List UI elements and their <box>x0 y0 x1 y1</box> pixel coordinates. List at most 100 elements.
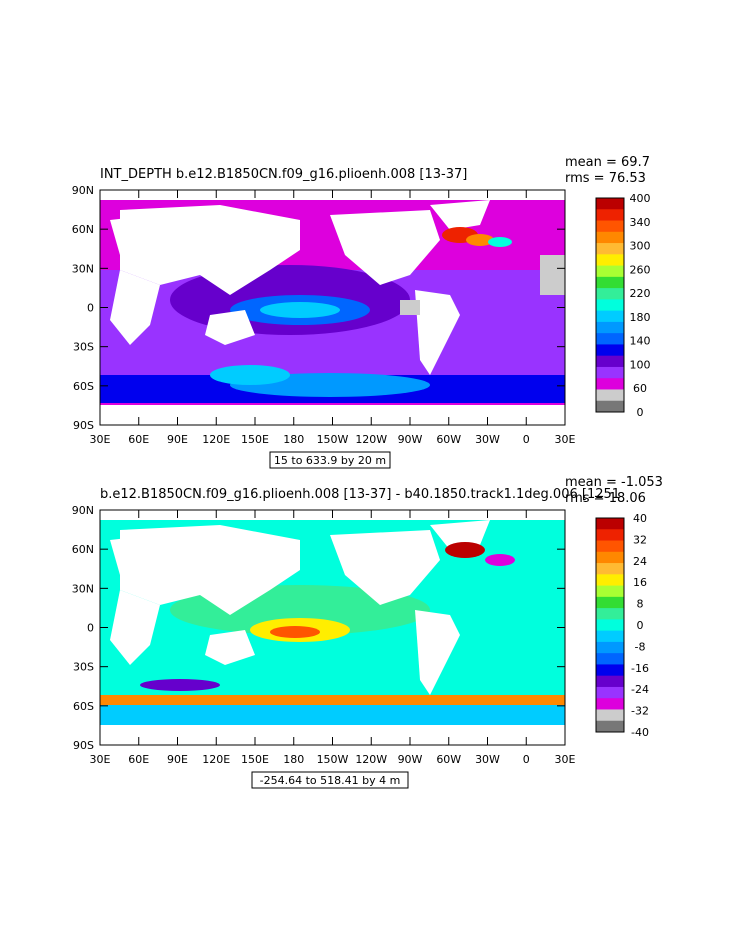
lon-label: 60W <box>436 753 461 766</box>
colorbar-swatch <box>596 344 624 357</box>
colorbar-label: 24 <box>633 555 647 568</box>
colorbar-swatch <box>596 518 624 530</box>
colorbar-swatch <box>596 265 624 278</box>
info-box <box>269 451 391 469</box>
land-south-america <box>415 290 460 375</box>
colorbar-swatch <box>596 619 624 632</box>
lat-label: 90S <box>73 419 94 432</box>
colorbar-swatch <box>596 288 624 300</box>
lon-label: 60E <box>128 753 149 766</box>
lon-axis: 30E 60E 90E 120E 150E 180 150W 120W 90W 60W 30W 0 30… <box>90 190 576 446</box>
lon-label: 30E <box>90 753 111 766</box>
lon-label: 120E <box>202 433 230 446</box>
lat-label: 30S <box>73 661 94 674</box>
stat-rms: rms = 18.06 <box>565 491 646 506</box>
colorbar-label: 180 <box>630 311 651 324</box>
lat-label: 30S <box>73 341 94 354</box>
colorbar-swatch <box>596 366 624 379</box>
colorbar-label: -16 <box>631 662 649 675</box>
colorbar-swatch <box>596 641 624 654</box>
colorbar-label: 340 <box>630 216 651 229</box>
map-svg-top: INT_DEPTH b.e12.B1850CN.f09_g16.plioenh.… <box>72 155 651 469</box>
stat-mean: mean = -1.053 <box>565 475 663 490</box>
lon-axis: 30E 60E 90E 120E 150E 180 150W 120W 90W 60W 30W 0 30… <box>90 510 576 766</box>
map-title: b.e12.B1850CN.f09_g16.plioenh.008 [13-37… <box>100 487 620 502</box>
colorbar-label: 260 <box>630 263 651 276</box>
lon-label: 150E <box>241 433 269 446</box>
colorbar: 400 340 300 260 220 180 140 100 60 0 <box>595 192 651 419</box>
land-australia <box>205 310 255 345</box>
lon-label: 90E <box>167 433 188 446</box>
map-field <box>100 190 565 425</box>
colorbar-swatch <box>596 220 624 233</box>
colorbar-label: -8 <box>635 640 646 653</box>
colorbar-swatch <box>596 276 624 289</box>
colorbar-swatch <box>596 310 624 323</box>
colorbar-swatch <box>596 574 624 587</box>
lon-label: 60W <box>436 433 461 446</box>
colorbar-swatch <box>596 686 624 699</box>
colorbar-swatch <box>596 231 624 244</box>
colorbar-swatch <box>596 333 624 345</box>
lon-label: 0 <box>523 433 530 446</box>
colorbar-label: -40 <box>631 726 649 739</box>
colorbar-frame <box>595 517 625 733</box>
colorbar-swatch <box>596 389 624 402</box>
colorbar-swatch <box>596 400 624 413</box>
colorbar-swatch <box>596 198 624 210</box>
lon-label: 0 <box>523 753 530 766</box>
map-svg-bottom: b.e12.B1850CN.f09_g16.plioenh.008 [13-37… <box>72 475 663 789</box>
colorbar-swatch <box>596 664 624 677</box>
lon-label: 30W <box>475 753 500 766</box>
info-box-text: -254.64 to 518.41 by 4 m <box>260 774 401 787</box>
colorbar-swatch <box>596 675 624 688</box>
colorbar: 40 32 24 16 8 0 -8 -16 -24 -32 -40 <box>595 512 649 739</box>
colorbar-frame <box>595 197 625 413</box>
lon-label: 120E <box>202 753 230 766</box>
colorbar-label: 300 <box>630 240 651 253</box>
lon-label: 150W <box>317 753 349 766</box>
lon-label: 30E <box>555 753 576 766</box>
lon-label: 120W <box>355 433 387 446</box>
lon-label: 30E <box>555 433 576 446</box>
info-box <box>251 771 409 789</box>
colorbar-label: -24 <box>631 683 649 696</box>
lon-label: 30E <box>90 433 111 446</box>
lat-label: 60N <box>72 543 94 556</box>
map-panel-bottom: b.e12.B1850CN.f09_g16.plioenh.008 [13-37… <box>0 470 733 800</box>
colorbar-swatch <box>596 653 624 665</box>
lon-label: 180 <box>283 753 304 766</box>
lon-label: 150W <box>317 433 349 446</box>
lat-label: 60S <box>73 700 94 713</box>
colorbar-label: 60 <box>633 382 647 395</box>
lat-label: 90N <box>72 184 94 197</box>
lon-label: 90W <box>398 433 423 446</box>
colorbar-swatch <box>596 243 624 255</box>
colorbar-label: 100 <box>630 358 651 371</box>
lat-label: 90N <box>72 504 94 517</box>
lon-label: 90W <box>398 753 423 766</box>
colorbar-label: -32 <box>631 705 649 718</box>
colorbar-swatch <box>596 563 624 575</box>
colorbar-label: 40 <box>633 512 647 525</box>
colorbar-label: 32 <box>633 533 647 546</box>
map-panel-top: INT_DEPTH b.e12.B1850CN.f09_g16.plioenh.… <box>0 150 733 480</box>
colorbar-label: 0 <box>637 619 644 632</box>
stat-mean: mean = 69.7 <box>565 155 650 170</box>
colorbar-swatch <box>596 321 624 334</box>
colorbar-label: 0 <box>637 406 644 419</box>
lat-label: 0 <box>87 302 94 315</box>
lon-label: 180 <box>283 433 304 446</box>
colorbar-label: 400 <box>630 192 651 205</box>
colorbar-label: 140 <box>630 335 651 348</box>
lat-axis: 90N 60N 30N 0 30S 60S 90S <box>72 184 565 432</box>
lon-label: 90E <box>167 753 188 766</box>
map-title: INT_DEPTH b.e12.B1850CN.f09_g16.plioenh.… <box>100 167 467 182</box>
colorbar-swatch <box>596 529 624 542</box>
colorbar-swatch <box>596 630 624 643</box>
lat-label: 60S <box>73 380 94 393</box>
colorbar-swatch <box>596 209 624 222</box>
lat-label: 30N <box>72 262 94 275</box>
info-box-text: 15 to 633.9 by 20 m <box>274 454 386 467</box>
colorbar-label: 16 <box>633 576 647 589</box>
